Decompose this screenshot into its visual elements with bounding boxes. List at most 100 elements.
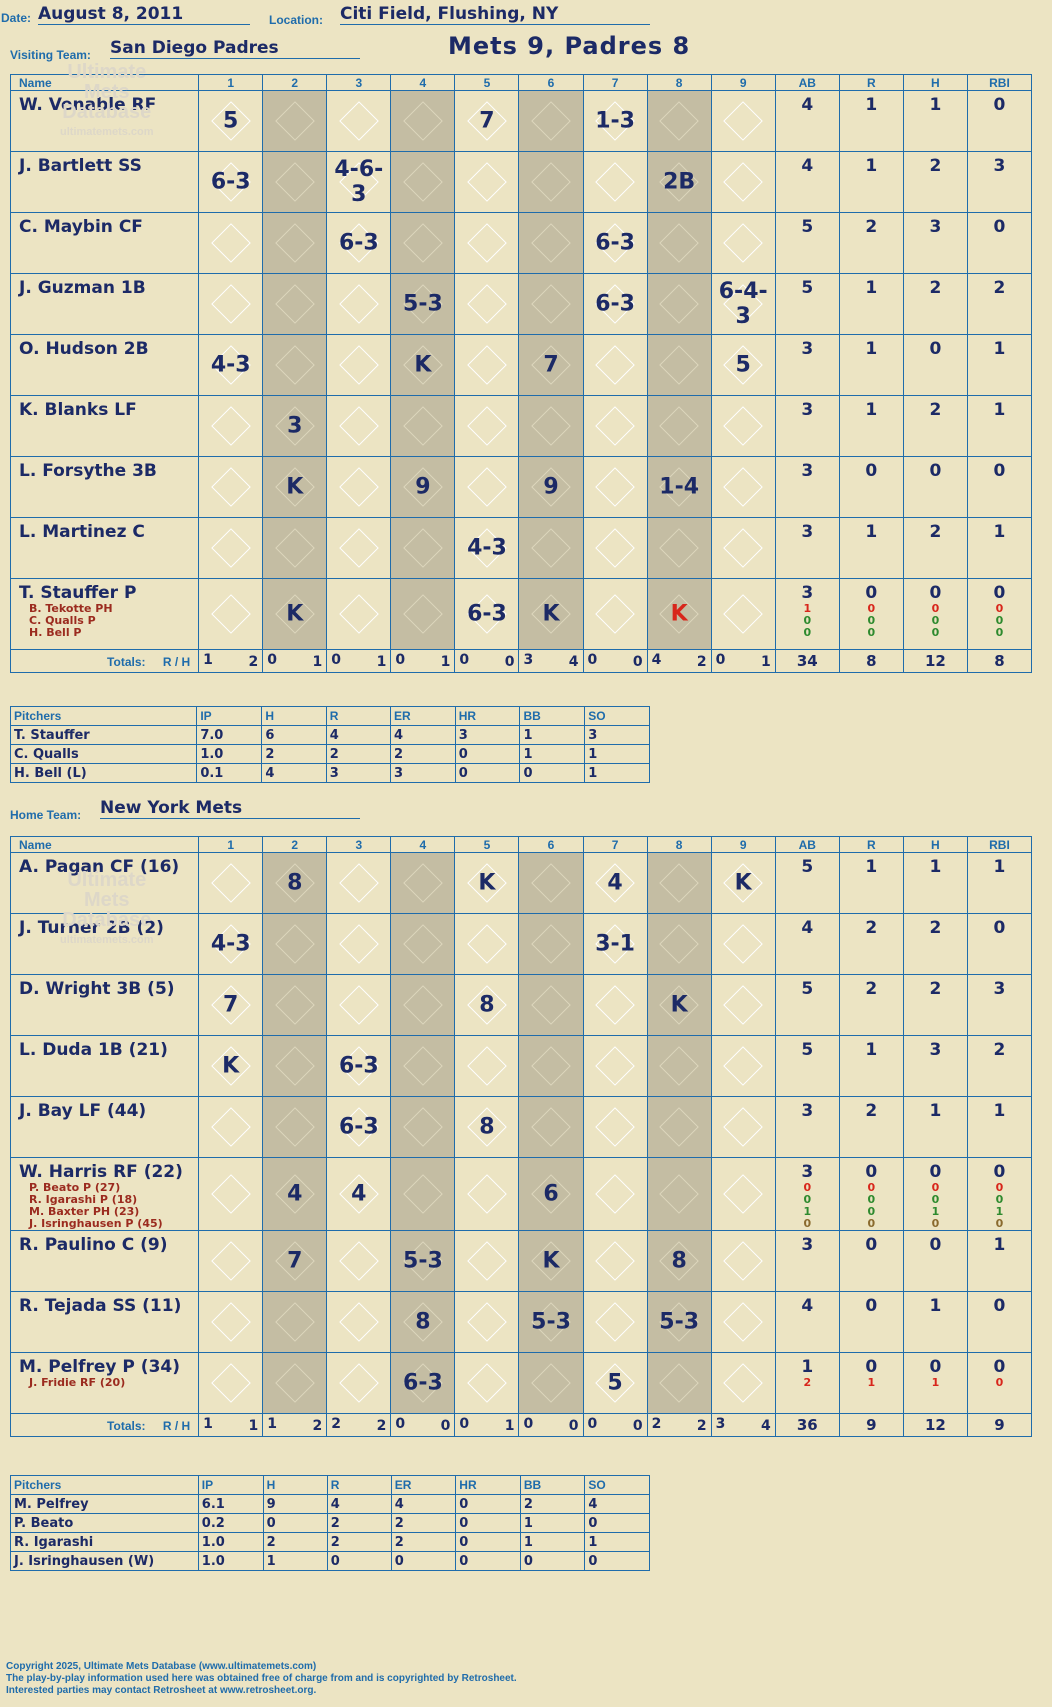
inning-header-7: 7	[582, 836, 648, 853]
at-bat-cell	[390, 852, 456, 914]
stat-rbi: 0	[966, 212, 1033, 274]
stat-r: 1	[838, 395, 904, 457]
at-bat-cell: K	[262, 578, 328, 650]
base-diamond	[659, 345, 699, 385]
at-bat-cell: 7	[518, 334, 584, 396]
base-diamond	[723, 1302, 764, 1342]
sub-stat-rbi: 0	[995, 602, 1004, 615]
batter-row: D. Wright 3B (5) 7 8 K 5 2 2 3	[9, 974, 1033, 1036]
at-bat-cell	[518, 852, 584, 914]
batter-name: D. Wright 3B (5)	[19, 979, 175, 999]
at-bat-result: 1-4	[659, 474, 700, 500]
stat-ab-value: 3	[801, 461, 814, 481]
base-diamond	[723, 406, 764, 446]
base-diamond	[723, 223, 764, 263]
at-bat-cell: K	[710, 852, 776, 914]
stat-r: 0	[838, 1291, 904, 1353]
pitchers-header-r: R	[326, 1475, 392, 1495]
at-bat-cell	[646, 1035, 712, 1097]
at-bat-cell	[646, 90, 712, 152]
at-bat-result: 5	[607, 1370, 623, 1396]
inning-runs: 2	[651, 1416, 662, 1432]
at-bat-cell	[326, 913, 392, 975]
sub-stat-r: 0	[867, 1181, 876, 1194]
base-diamond	[595, 1302, 635, 1342]
at-bat-result: 7	[223, 992, 239, 1018]
pitcher-stat: 0	[584, 1551, 650, 1571]
base-diamond	[403, 1174, 443, 1214]
stat-header-r: R	[838, 74, 904, 91]
base-diamond	[595, 985, 635, 1025]
at-bat-cell: 4-6-3	[326, 151, 392, 213]
base-diamond	[339, 467, 379, 507]
stat-rbi-value: 1	[993, 522, 1006, 542]
at-bat-cell	[198, 1157, 264, 1231]
base-diamond	[531, 1363, 571, 1403]
at-bat-cell: K	[518, 578, 584, 650]
at-bat-cell: 3-1	[582, 913, 648, 975]
at-bat-cell	[518, 273, 584, 335]
at-bat-cell	[454, 273, 520, 335]
sub-stat-rbi: 1	[995, 1205, 1004, 1218]
base-diamond	[659, 1046, 699, 1086]
base-diamond	[339, 406, 379, 446]
at-bat-result: 9	[543, 474, 559, 500]
at-bat-cell: 8	[454, 974, 520, 1036]
at-bat-result: 4-3	[467, 535, 507, 561]
at-bat-cell	[198, 456, 264, 518]
base-diamond	[659, 101, 699, 141]
batter-name-cell: D. Wright 3B (5)	[9, 974, 200, 1036]
base-diamond	[274, 985, 315, 1025]
sub-stat-ab: 0	[803, 614, 812, 627]
batter-name: J. Guzman 1B	[19, 278, 146, 298]
at-bat-cell: 8	[646, 1230, 712, 1292]
at-bat-result: 6-3	[338, 1114, 379, 1140]
sub-stat-r: 0	[867, 614, 876, 627]
pitchers-header-h: H	[262, 1475, 328, 1495]
at-bat-result: 8	[479, 992, 495, 1018]
base-diamond	[403, 1107, 443, 1147]
stat-ab: 3	[774, 1096, 840, 1158]
visiting-team: San Diego Padres	[110, 38, 360, 59]
at-bat-result: 7	[543, 352, 559, 378]
pitcher-stat: 6.1	[197, 1494, 264, 1514]
stat-h: 2	[902, 273, 968, 335]
base-diamond	[210, 1241, 251, 1281]
stat-ab: 5	[774, 1035, 840, 1097]
at-bat-cell: K	[390, 334, 456, 396]
at-bat-cell: 5	[710, 334, 776, 396]
inning-header-9: 9	[710, 74, 776, 91]
at-bat-cell	[262, 1096, 328, 1158]
at-bat-cell	[710, 913, 776, 975]
batter-name-cell: L. Martinez C	[9, 517, 200, 579]
stat-rbi-value: 1	[993, 339, 1006, 359]
stat-ab-value: 1	[801, 1357, 814, 1377]
at-bat-result: 6-3	[338, 230, 379, 256]
inning-hits: 4	[760, 1418, 771, 1434]
stat-h: 1	[902, 90, 968, 152]
stat-h-value: 3	[929, 217, 942, 237]
stat-r-value: 2	[865, 918, 878, 938]
stat-header-h: H	[902, 74, 968, 91]
base-diamond	[595, 528, 635, 568]
stat-r: 1	[838, 334, 904, 396]
watermark-url: ultimatemets.com	[60, 934, 154, 946]
at-bat-cell	[518, 1352, 584, 1414]
stat-h-value: 1	[929, 1296, 942, 1316]
stat-h-value: 1	[929, 857, 942, 877]
at-bat-cell	[326, 1352, 392, 1414]
stat-rbi-value: 2	[993, 1040, 1006, 1060]
base-diamond	[595, 1107, 635, 1147]
at-bat-cell	[454, 1352, 520, 1414]
stat-ab: 3	[774, 334, 840, 396]
stat-r-value: 1	[865, 156, 878, 176]
stat-r-value: 0	[865, 461, 878, 481]
at-bat-result: K	[414, 352, 432, 378]
at-bat-cell	[646, 1157, 712, 1231]
at-bat-cell	[198, 578, 264, 650]
at-bat-cell	[454, 913, 520, 975]
watermark-text: Database	[62, 909, 152, 931]
stat-h-value: 2	[929, 522, 942, 542]
